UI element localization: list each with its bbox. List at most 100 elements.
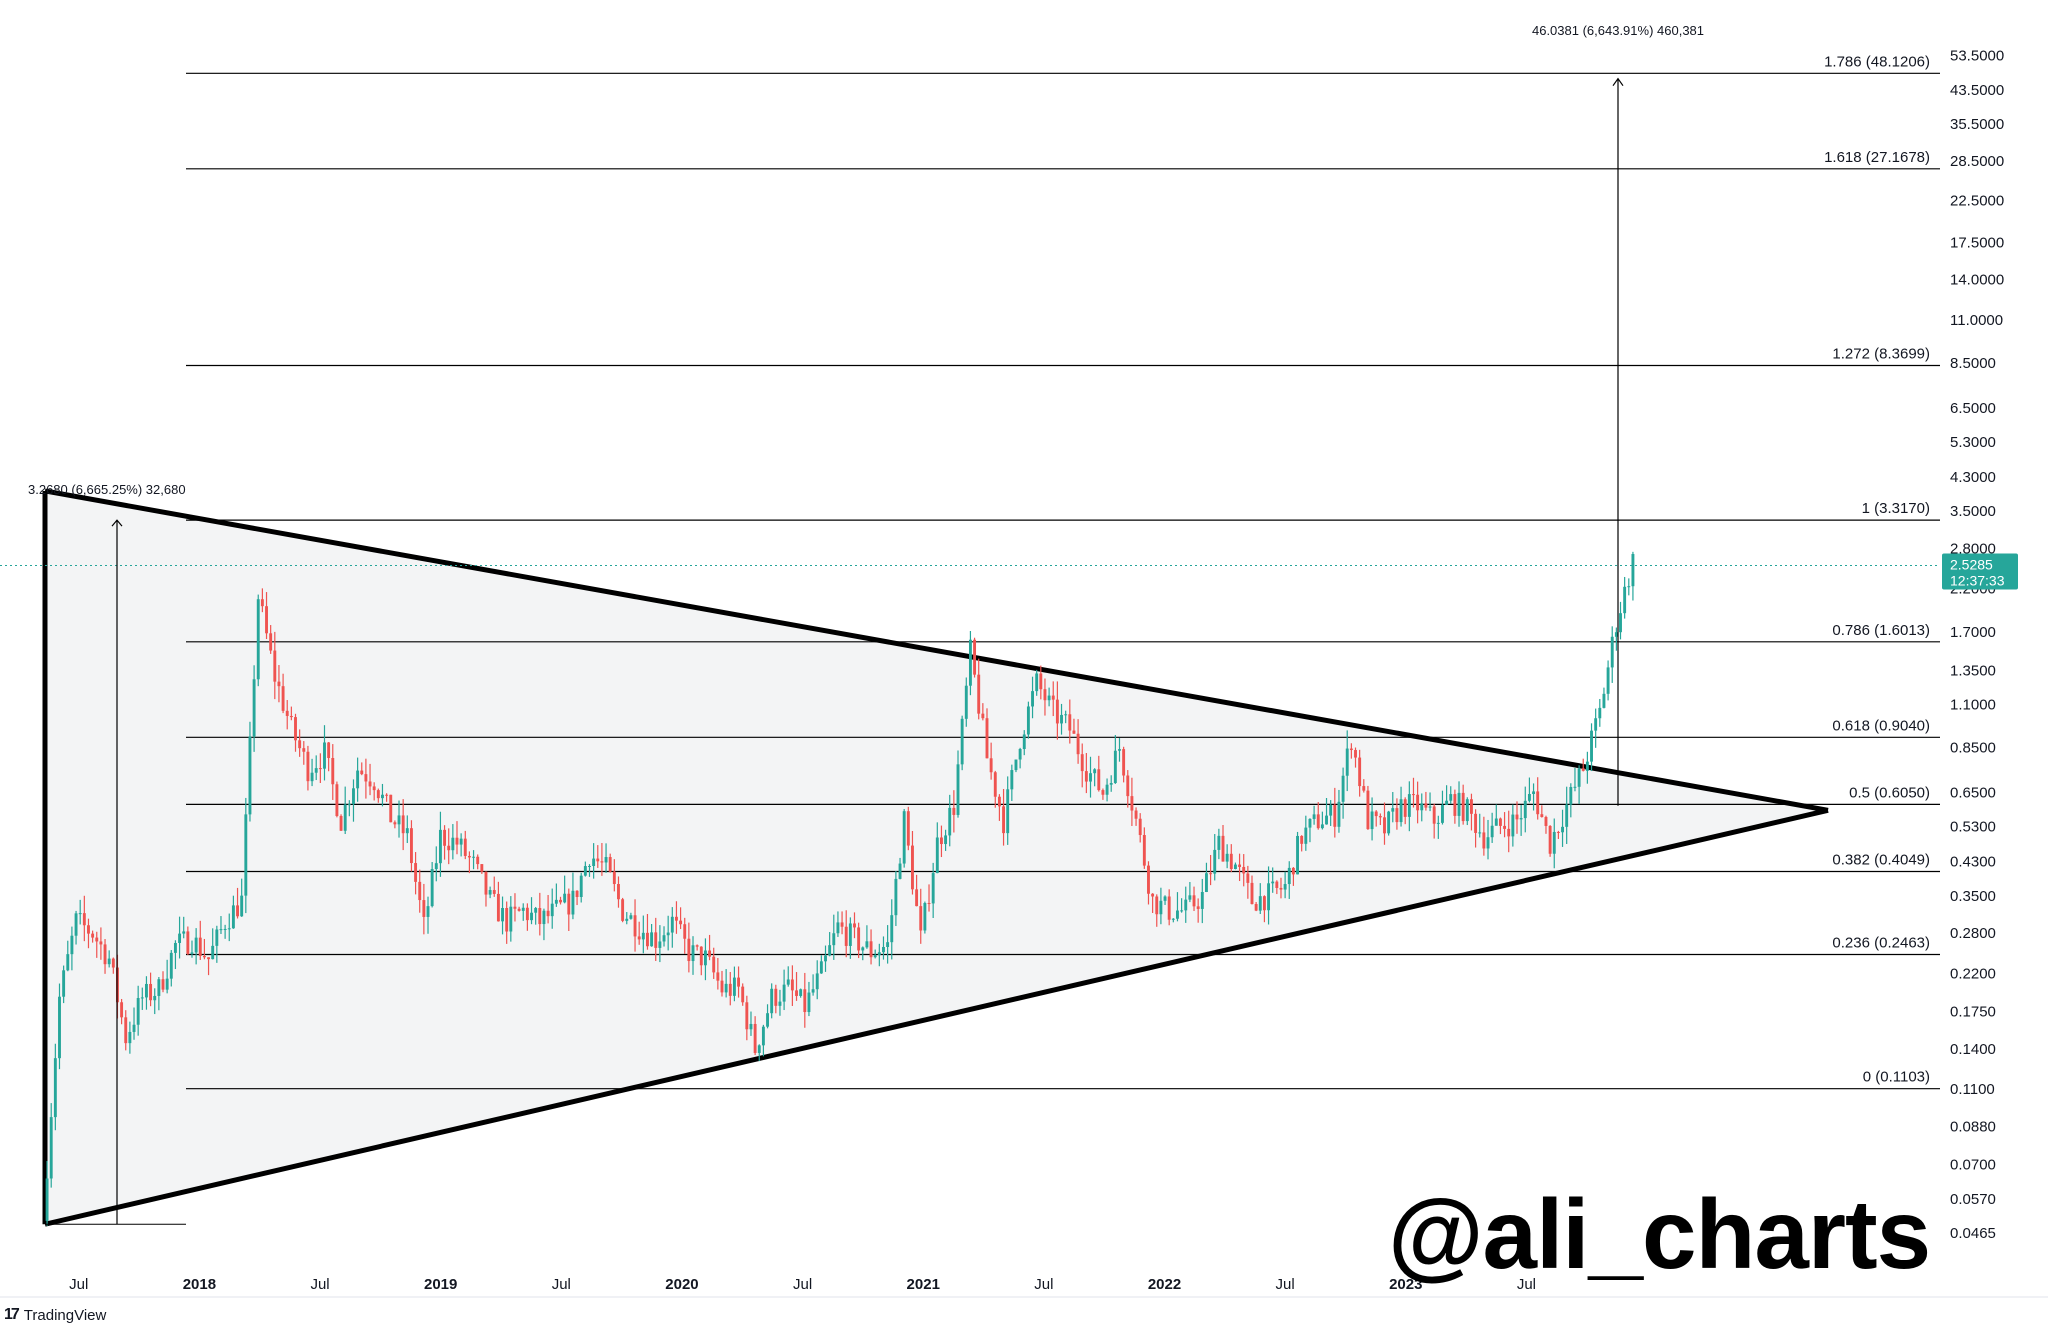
candle-body	[1519, 818, 1523, 820]
candle-body	[666, 932, 670, 936]
candle-body	[1262, 896, 1266, 911]
candle-body	[799, 989, 803, 996]
time-axis[interactable]: Jul 2018 Jul 2019 Jul 2020 Jul 2021 Jul 2022 Jul 20…	[0, 0, 2048, 1298]
candle-body	[153, 995, 157, 1001]
time-axis-tick: 2023	[1389, 1276, 1422, 1293]
candle-body	[289, 715, 293, 718]
price-axis-tick: 0.0465	[1950, 1225, 1996, 1242]
candle-body	[1577, 768, 1581, 787]
price-axis-tick: 0.2800	[1950, 925, 1996, 942]
candle-body	[1225, 853, 1229, 862]
candle-body	[1238, 864, 1242, 867]
last-price-countdown: 12:37:33	[1950, 572, 2005, 588]
last-price-badge-box	[1942, 553, 2018, 590]
candle-body	[1130, 796, 1134, 811]
candle-body	[886, 942, 890, 947]
price-axis-tick: 0.4300	[1950, 853, 1996, 870]
candle-body	[637, 936, 641, 940]
price-axis-tick: 17.5000	[1950, 234, 2004, 251]
candle-body	[347, 804, 351, 806]
candle-body	[1200, 892, 1204, 909]
candle-body	[906, 811, 910, 846]
candle-body	[459, 838, 463, 845]
candle-body	[1171, 918, 1175, 920]
candle-body	[844, 926, 848, 946]
candle-body	[401, 815, 405, 834]
candle-body	[1590, 730, 1593, 762]
candle-body	[807, 992, 811, 1013]
candle-body	[1432, 806, 1436, 824]
candle-body	[426, 906, 430, 917]
candle-body	[964, 685, 968, 719]
fib-level-label: 0.5 (0.6050)	[1849, 784, 1930, 801]
candle-body	[1461, 792, 1465, 822]
candle-body	[169, 952, 173, 979]
candle-body	[1018, 749, 1022, 760]
candle-body	[501, 907, 504, 922]
candle-body	[1358, 757, 1362, 787]
candle-body	[708, 950, 712, 957]
candle-body	[1548, 825, 1552, 854]
candle-body	[1420, 803, 1424, 811]
candle-body	[95, 937, 99, 942]
candle-body	[819, 961, 823, 974]
candle-body	[778, 1001, 782, 1006]
candle-body	[832, 933, 836, 946]
candle-body	[567, 893, 571, 915]
candle-body	[128, 1031, 132, 1044]
candle-body	[1204, 873, 1208, 893]
candle-body	[45, 1178, 49, 1221]
candle-body	[1573, 786, 1577, 788]
tradingview-brand[interactable]: 17 TradingView	[4, 1306, 106, 1324]
candle-body	[356, 770, 360, 789]
candle-body	[1569, 787, 1573, 805]
candle-body	[422, 900, 426, 917]
fib-extension-levels: 0 (0.1103) 0.236 (0.2463) 0.382 (0.4049) 0.…	[186, 53, 1940, 1090]
candle-body	[1383, 817, 1386, 834]
candle-body	[625, 918, 629, 921]
candle-body	[770, 988, 774, 1014]
candle-body	[1267, 883, 1271, 911]
candle-body	[1291, 867, 1295, 875]
fib-level-label: 0 (0.1103)	[1863, 1069, 1930, 1086]
candle-body	[997, 796, 1001, 807]
candle-body	[1610, 636, 1614, 668]
candle-body	[236, 905, 239, 917]
price-axis-tick: 35.5000	[1950, 116, 2004, 133]
candle-body	[753, 1023, 757, 1053]
candle-body	[811, 989, 815, 993]
candle-body	[1333, 804, 1337, 827]
candle-body	[592, 858, 596, 867]
price-axis-tick: 0.3500	[1950, 888, 1996, 905]
candle-body	[1229, 853, 1233, 869]
candle-body	[252, 679, 256, 737]
candle-body	[890, 915, 894, 943]
candle-body	[1101, 790, 1105, 795]
candle-body	[1250, 882, 1254, 905]
candle-body	[869, 941, 873, 958]
candle-body	[260, 599, 264, 607]
candle-body	[1457, 792, 1461, 816]
fib-level-label: 1.618 (27.1678)	[1824, 149, 1930, 166]
candle-body	[542, 910, 546, 925]
candle-body	[157, 979, 161, 996]
fib-level-label: 0.618 (0.9040)	[1832, 717, 1930, 734]
candle-body	[87, 925, 90, 934]
price-axis-tick: 1.7000	[1950, 624, 1996, 641]
measure-arrowhead	[111, 519, 123, 527]
fib-level-label: 1.272 (8.3699)	[1832, 346, 1930, 363]
candle-body	[335, 784, 339, 817]
candle-body	[674, 916, 678, 921]
candle-body	[824, 955, 827, 962]
candle-body	[1246, 873, 1250, 883]
price-axis-tick: 0.0700	[1950, 1157, 1996, 1174]
candle-body	[683, 924, 687, 939]
price-axis[interactable]: 53.5000 43.5000 35.5000 28.5000 22.5000 17.50…	[1950, 48, 2004, 1242]
candle-body	[604, 857, 608, 863]
candle-body	[1006, 789, 1010, 834]
candle-body	[227, 928, 231, 930]
candle-body	[463, 838, 467, 856]
candle-body	[1316, 814, 1320, 829]
candle-body	[1122, 749, 1126, 776]
